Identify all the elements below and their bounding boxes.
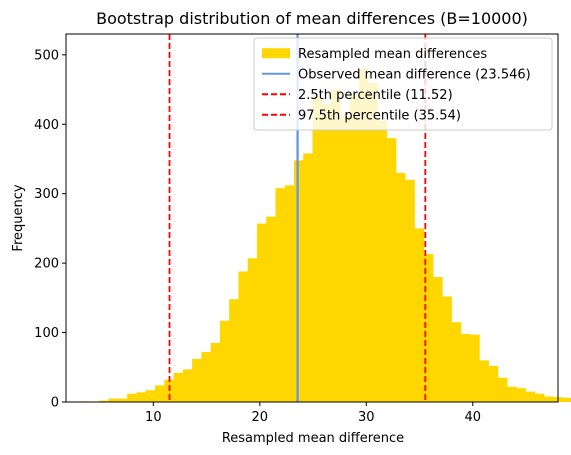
legend: Resampled mean differences Observed mean …: [253, 37, 553, 131]
x-tick-label: 10: [145, 410, 162, 425]
histogram-bar: [488, 365, 499, 402]
y-axis-label: Frequency: [11, 184, 26, 251]
y-tick-label: 400: [34, 118, 59, 133]
histogram-bar: [460, 333, 471, 402]
histogram-bar: [544, 396, 554, 402]
histogram-bar: [238, 271, 249, 402]
x-tick-label: 30: [358, 410, 375, 425]
histogram-bar: [534, 393, 545, 402]
histogram-bar: [229, 299, 239, 402]
histogram-bar: [507, 386, 517, 402]
histogram-bar: [173, 372, 184, 402]
histogram-bar: [99, 400, 110, 402]
histogram-bar: [497, 377, 508, 402]
histogram-bar: [284, 185, 295, 402]
histogram-bar: [358, 68, 369, 402]
histogram-bar: [266, 216, 276, 402]
histogram-bar: [312, 96, 323, 402]
histogram-bar: [377, 120, 388, 402]
histogram-bar: [108, 398, 119, 402]
histogram-bar: [479, 360, 489, 402]
histogram-bar: [192, 358, 202, 402]
histogram-bar: [155, 385, 165, 402]
histogram-bar: [432, 277, 443, 402]
x-tick-label: 40: [465, 410, 482, 425]
histogram-bar: [395, 172, 406, 402]
histogram-bar: [117, 398, 128, 402]
histogram-bar: [414, 228, 425, 402]
histogram-bar: [451, 322, 462, 402]
histogram-bar: [210, 342, 221, 402]
histogram-bar: [331, 89, 341, 402]
chart-title: Bootstrap distribution of mean differenc…: [96, 9, 528, 28]
y-tick-label: 300: [34, 187, 59, 202]
legend-box: [253, 37, 553, 131]
histogram-bar: [247, 258, 258, 402]
histogram-bar: [423, 254, 434, 402]
x-axis-label: Resampled mean difference: [222, 431, 404, 446]
histogram-bar: [127, 393, 137, 402]
legend-label: 97.5th percentile (35.54): [298, 108, 461, 123]
histogram-bar: [294, 160, 304, 402]
legend-label: Resampled mean differences: [298, 47, 487, 62]
histogram-bar: [368, 82, 378, 403]
axes-frame: [65, 33, 559, 403]
plot-area: [80, 34, 571, 403]
histogram-bar: [303, 153, 313, 402]
y-tick-label: 200: [34, 257, 59, 272]
histogram-bar: [201, 352, 212, 402]
legend-swatch: [262, 48, 290, 59]
histogram-bar: [321, 104, 332, 403]
histogram-bar: [275, 188, 286, 402]
histogram-bar: [442, 296, 452, 402]
histogram-bar: [136, 392, 147, 402]
histogram-bar: [256, 223, 267, 402]
histogram-bar: [405, 179, 415, 402]
legend-label: Observed mean difference (23.546): [298, 67, 531, 82]
y-tick-label: 500: [34, 48, 59, 63]
histogram-bar: [145, 390, 156, 402]
histogram-bar: [349, 94, 360, 403]
histogram-bar: [562, 397, 571, 402]
x-tick-label: 20: [252, 410, 269, 425]
histogram-bar: [525, 391, 536, 402]
histogram-bar: [340, 115, 350, 403]
histogram-bar: [470, 334, 480, 402]
histogram-bar: [219, 320, 230, 402]
histogram-bar: [386, 138, 397, 402]
y-tick-label: 0: [51, 396, 59, 411]
histogram-bar: [182, 369, 193, 402]
legend-label: 2.5th percentile (11.52): [298, 88, 453, 103]
histogram-bar: [516, 388, 527, 402]
y-tick-label: 100: [34, 326, 59, 341]
